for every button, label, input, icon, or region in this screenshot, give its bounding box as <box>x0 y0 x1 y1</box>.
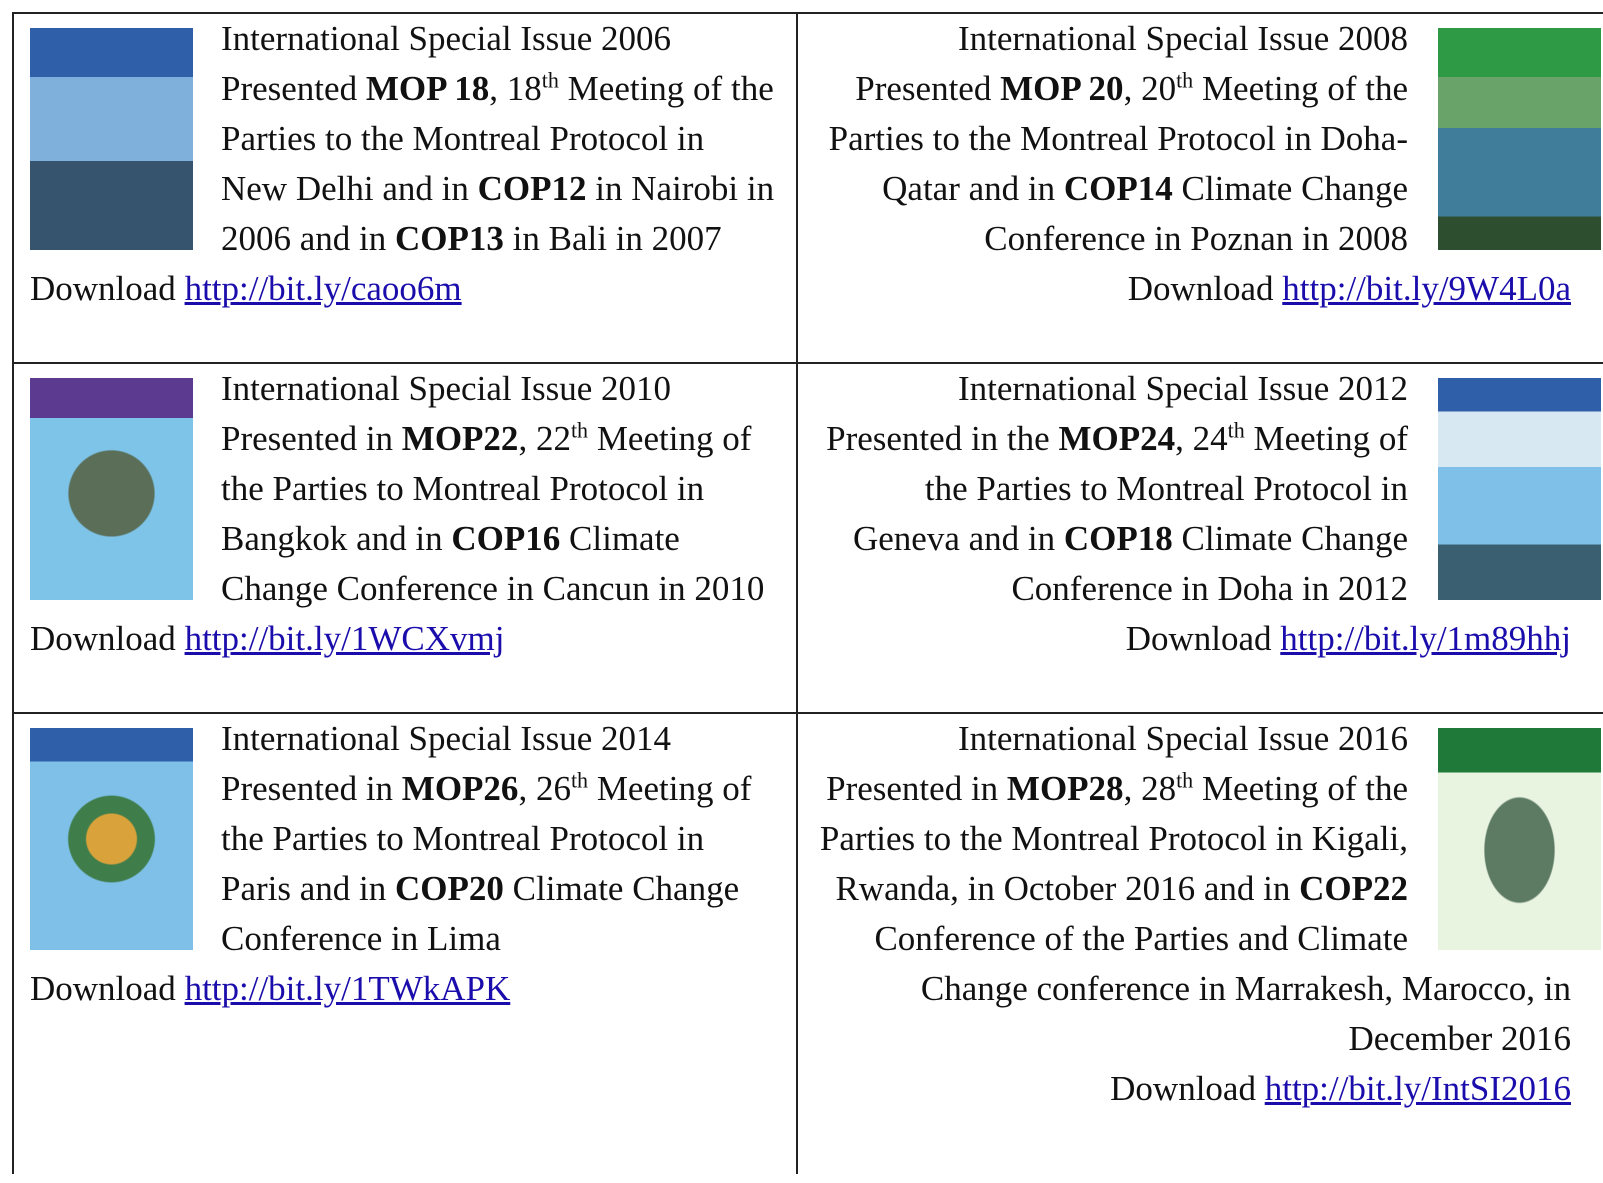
issue-heading: International Special Issue 2006 <box>221 19 671 58</box>
text-run: COP13 <box>395 219 504 258</box>
cover-image <box>30 728 193 950</box>
text-run: MOP22 <box>402 419 519 458</box>
table-cell: International Special Issue 2006 Presente… <box>14 14 798 364</box>
cover-image <box>1438 378 1601 600</box>
text-run: MOP 18 <box>366 69 489 108</box>
text-run: COP20 <box>395 869 504 908</box>
text-run: in Bali in 2007 <box>504 219 722 258</box>
table-cell: International Special Issue 2008 Presente… <box>798 14 1603 364</box>
text-run: th <box>571 417 588 442</box>
cover-image <box>1438 728 1601 950</box>
text-run: MOP26 <box>402 769 519 808</box>
text-run: , 18 <box>489 69 542 108</box>
text-run: th <box>1228 417 1245 442</box>
download-link[interactable]: http://bit.ly/1WCXvmj <box>185 619 505 658</box>
text-run: MOP24 <box>1058 419 1175 458</box>
download-link[interactable]: http://bit.ly/9W4L0a <box>1282 269 1571 308</box>
cover-image <box>30 378 193 600</box>
table-cell: International Special Issue 2014 Presente… <box>14 714 798 1174</box>
text-run: MOP28 <box>1007 769 1124 808</box>
cover-image <box>1438 28 1601 250</box>
issue-heading: International Special Issue 2010 <box>221 369 671 408</box>
text-run: Presented in <box>826 769 1007 808</box>
text-run: Presented <box>855 69 1000 108</box>
text-run: Presented in <box>221 419 402 458</box>
download-label: Download <box>30 269 176 308</box>
download-link[interactable]: http://bit.ly/1m89hhj <box>1280 619 1571 658</box>
issues-table: International Special Issue 2006 Presente… <box>12 12 1603 1174</box>
cover-image <box>30 28 193 250</box>
text-run: COP12 <box>478 169 587 208</box>
download-label: Download <box>30 619 176 658</box>
text-run: Presented <box>221 69 366 108</box>
text-run: COP16 <box>451 519 560 558</box>
issue-heading: International Special Issue 2008 <box>958 19 1408 58</box>
table-cell: International Special Issue 2010 Presente… <box>14 364 798 714</box>
table-cell: International Special Issue 2016 Presente… <box>798 714 1603 1174</box>
text-run: COP14 <box>1064 169 1173 208</box>
text-run: , 20 <box>1124 69 1177 108</box>
page: International Special Issue 2006 Presente… <box>0 0 1603 1183</box>
text-run: , 22 <box>518 419 571 458</box>
text-run: MOP 20 <box>1000 69 1123 108</box>
text-run: th <box>1176 67 1193 92</box>
download-label: Download <box>1128 269 1274 308</box>
text-run: COP18 <box>1064 519 1173 558</box>
download-label: Download <box>1126 619 1272 658</box>
download-label: Download <box>1110 1069 1256 1108</box>
issue-heading: International Special Issue 2012 <box>958 369 1408 408</box>
text-run: th <box>542 67 559 92</box>
download-link[interactable]: http://bit.ly/IntSI2016 <box>1265 1069 1571 1108</box>
text-run: COP22 <box>1299 869 1408 908</box>
download-label: Download <box>30 969 176 1008</box>
download-link[interactable]: http://bit.ly/1TWkAPK <box>185 969 511 1008</box>
issue-heading: International Special Issue 2016 <box>958 719 1408 758</box>
text-run: , 28 <box>1124 769 1177 808</box>
text-run: Presented in <box>221 769 402 808</box>
text-run: th <box>571 767 588 792</box>
issue-heading: International Special Issue 2014 <box>221 719 671 758</box>
text-run: Presented in the <box>826 419 1058 458</box>
text-run: th <box>1176 767 1193 792</box>
download-link[interactable]: http://bit.ly/caoo6m <box>185 269 462 308</box>
text-run: , 26 <box>518 769 571 808</box>
text-run: , 24 <box>1175 419 1228 458</box>
table-cell: International Special Issue 2012 Presente… <box>798 364 1603 714</box>
